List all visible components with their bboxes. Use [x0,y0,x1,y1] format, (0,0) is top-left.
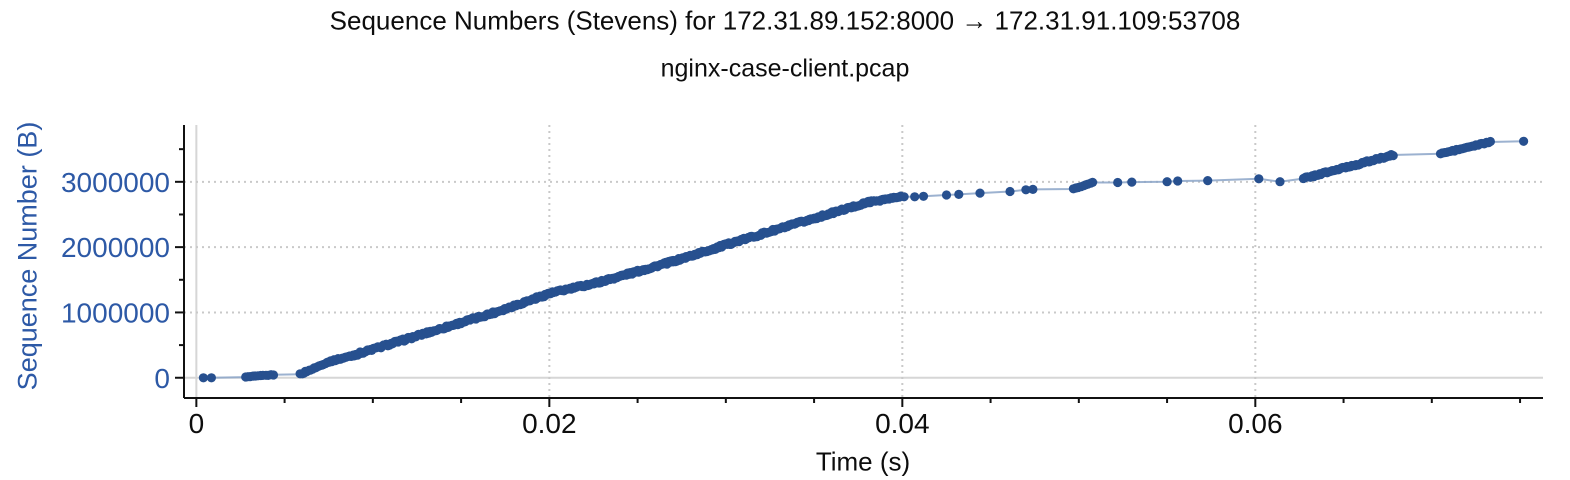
data-point [1254,174,1264,184]
y-tick-label: 1000000 [61,297,170,328]
y-tick-label: 2000000 [61,232,170,263]
data-point [268,370,279,380]
data-point [1203,176,1213,186]
x-tick-label: 0.04 [875,408,930,439]
data-point [198,373,208,383]
data-point [1113,177,1123,188]
data-point [1275,177,1285,187]
data-point [1485,136,1495,147]
data-point [910,192,920,202]
y-tick-label: 0 [154,363,170,394]
y-tick-label: 3000000 [61,167,170,198]
data-point [1021,185,1031,195]
chart-title: Sequence Numbers (Stevens) for 172.31.89… [329,5,1241,36]
data-point [918,191,929,201]
x-tick-label: 0 [189,408,205,439]
data-point [941,190,952,200]
data-point [899,192,909,202]
data-point [206,373,216,383]
data-point [1005,186,1015,197]
data-point [1388,151,1398,161]
data-point [1028,184,1038,194]
data-point [1519,136,1529,146]
x-tick-label: 0.06 [1228,408,1283,439]
data-point [1162,177,1172,187]
data-point [1127,177,1137,187]
data-point [1088,177,1098,187]
data-point [954,189,964,199]
data-point [975,188,985,198]
x-tick-label: 0.02 [522,408,577,439]
x-axis-title: Time (s) [815,446,911,477]
y-axis-title: Sequence Number (B) [12,121,43,391]
data-point [1173,176,1183,186]
chart-subtitle: nginx-case-client.pcap [660,54,910,83]
